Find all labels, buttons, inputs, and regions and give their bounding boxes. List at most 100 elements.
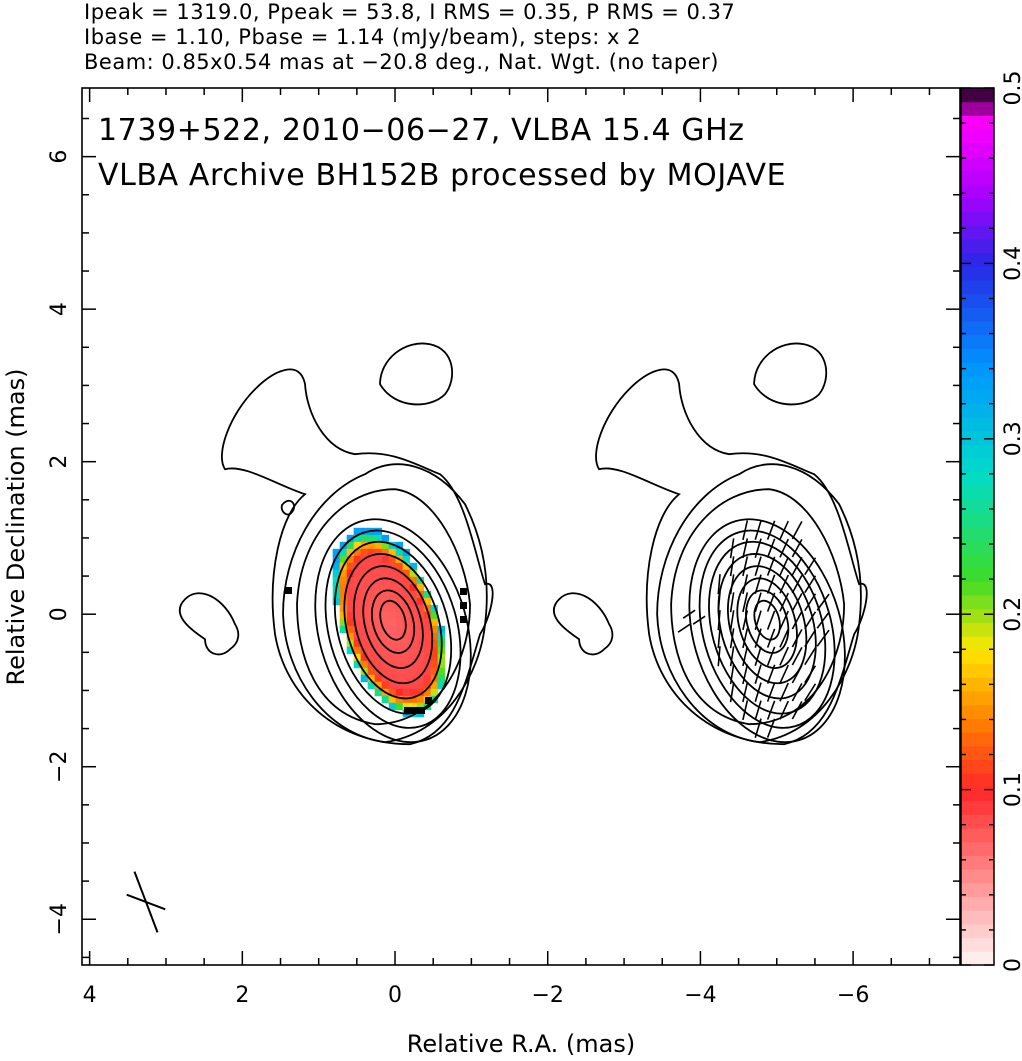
colorbar-swatch [961, 101, 994, 117]
pol-pixel [353, 541, 362, 550]
pol-pixel [402, 653, 411, 662]
pol-pixel [411, 707, 418, 714]
evpa-vector [729, 646, 735, 667]
pol-pixel [437, 674, 446, 683]
pol-pixel [381, 660, 390, 669]
pol-pixel [388, 653, 397, 662]
pol-pixel [346, 548, 355, 557]
pol-pixel [360, 646, 369, 655]
evpa-vector [742, 628, 749, 649]
colorbar-swatch [961, 457, 994, 473]
colorbar-swatch [961, 526, 994, 541]
pol-pixel [388, 590, 397, 599]
colorbar-swatch [961, 225, 994, 240]
pol-pixel [416, 639, 425, 648]
pol-pixel [423, 625, 432, 634]
pol-pixel [346, 576, 355, 585]
pol-pixel [402, 688, 411, 697]
pol-pixel [423, 632, 432, 641]
pol-pixel [360, 639, 369, 648]
evpa-vector [754, 520, 762, 541]
pol-pixel [388, 681, 397, 690]
pol-pixel [332, 597, 341, 606]
pol-pixel [360, 548, 369, 557]
pol-pixel [346, 611, 355, 620]
evpa-vector [729, 610, 735, 631]
pol-pixel [332, 548, 341, 557]
pol-pixel [360, 590, 369, 599]
pol-pixel [430, 632, 439, 641]
colorbar-tick-label: 0.3 [1001, 421, 1022, 456]
pol-pixel [423, 681, 432, 690]
pol-pixel [367, 548, 376, 557]
colorbar-swatch [961, 115, 994, 130]
contour-level [708, 540, 827, 715]
pol-pixel [339, 590, 348, 599]
pol-pixel [416, 632, 425, 641]
evpa-vector [804, 575, 817, 594]
colorbar-swatch [961, 937, 994, 952]
pol-pixel [416, 681, 425, 690]
pol-pixel [409, 695, 418, 704]
evpa-vector [766, 538, 776, 558]
contour-level [698, 529, 836, 729]
pol-pixel [367, 597, 376, 606]
evpa-vector [816, 593, 830, 611]
pol-pixel [353, 660, 362, 669]
pol-pixel [388, 625, 397, 634]
pol-pixel [353, 604, 362, 613]
pol-pixel [395, 604, 404, 613]
colorbar-swatch [961, 869, 994, 884]
pol-pixel [409, 667, 418, 676]
pol-pixel [353, 625, 362, 634]
evpa-vector [766, 574, 776, 594]
pol-pixel [402, 632, 411, 641]
x-axis-label: Relative R.A. (mas) [407, 1030, 635, 1058]
x-tick-label: −6 [837, 983, 869, 1008]
pol-pixel [367, 681, 376, 690]
y-tick-label: 6 [47, 150, 72, 164]
pol-pixel [395, 583, 404, 592]
pol-pixel [346, 632, 355, 641]
evpa-vector [692, 615, 706, 625]
pol-pixel [374, 639, 383, 648]
axes-ticks: 4 2 0 −2 −4 −6 −4 −2 0 2 4 6 [47, 88, 960, 1008]
pol-pixel [353, 653, 362, 662]
evpa-vector [717, 574, 721, 595]
pol-pixel [346, 555, 355, 564]
colorbar-swatch [961, 403, 994, 418]
pol-pixel [409, 597, 418, 606]
evpa-vector [791, 647, 803, 666]
evpa-vector [766, 628, 776, 648]
evpa-vector [779, 556, 790, 576]
contour-level [727, 565, 808, 685]
colorbar-swatch [961, 553, 994, 569]
pol-pixel [339, 576, 348, 585]
pol-pixel [353, 618, 362, 627]
pol-pixel [346, 604, 355, 613]
pol-pixel [381, 646, 390, 655]
pol-pixel [339, 569, 348, 578]
pol-pixel [367, 555, 376, 564]
evpa-vector [742, 556, 749, 577]
colorbar-swatch [961, 786, 994, 802]
pol-pixel [353, 639, 362, 648]
evpa-vector [754, 592, 762, 613]
pol-pixel [395, 667, 404, 676]
colorbar-swatch [961, 238, 994, 254]
pol-pixel [423, 653, 432, 662]
pol-pixel [402, 639, 411, 648]
pol-pixel [381, 674, 390, 683]
colorbar-swatch [961, 759, 994, 774]
evpa-vector [804, 647, 817, 666]
evpa-vector [779, 700, 790, 720]
pol-pixel [395, 660, 404, 669]
pol-pixel [367, 590, 376, 599]
pol-pixel [374, 541, 383, 550]
evpa-vector [779, 646, 790, 666]
colorbar-swatch [961, 375, 994, 391]
pol-pixel [402, 702, 411, 711]
pol-pixel [402, 555, 411, 564]
header-line-1: Ipeak = 1319.0, Ppeak = 53.8, I RMS = 0.… [84, 0, 736, 24]
x-tick-label: −4 [684, 983, 716, 1008]
